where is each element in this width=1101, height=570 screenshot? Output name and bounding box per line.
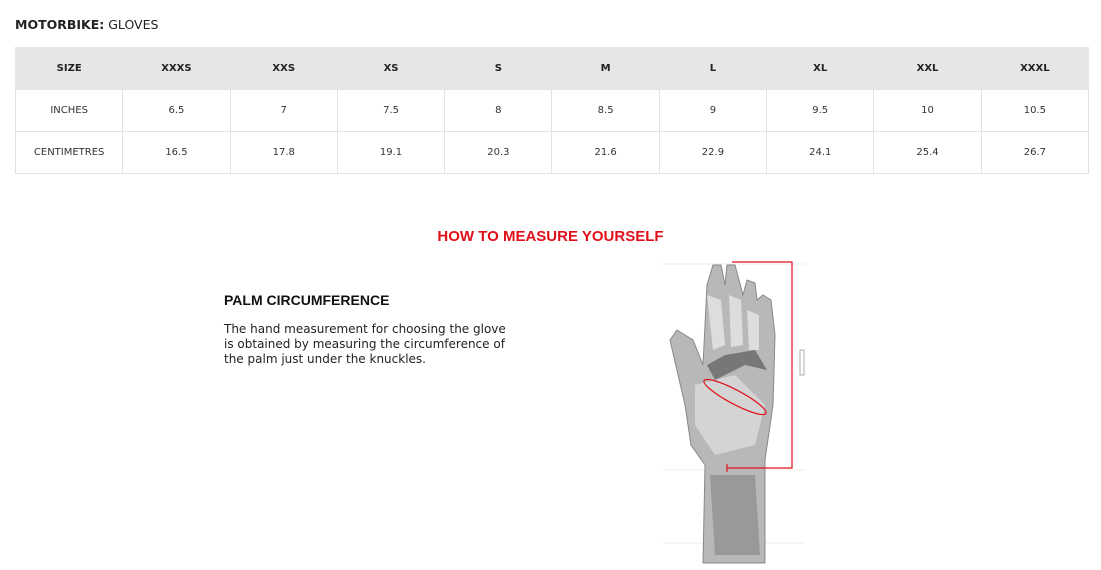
table-cell: 9 (658, 89, 768, 132)
header-cell: S (444, 47, 553, 90)
table-row: INCHES 6.5 7 7.5 8 8.5 9 9.5 10 10.5 (14, 89, 1090, 132)
table-cell: 8 (444, 89, 553, 132)
header-cell: XS (336, 47, 446, 90)
page-title: MOTORBIKE: GLOVES (15, 17, 159, 32)
measurement-lines (703, 261, 793, 472)
header-cell: XXL (873, 47, 982, 90)
table-cell: 6.5 (122, 89, 231, 132)
table-cell: 26.7 (980, 131, 1090, 174)
section-description: The hand measurement for choosing the gl… (224, 322, 506, 366)
table-header-row: SIZE XXXS XXS XS S M L XL XXL XXXL (14, 47, 1090, 90)
table-row: CENTIMETRES 16.5 17.8 19.1 20.3 21.6 22.… (14, 131, 1090, 174)
table-cell: 21.6 (551, 131, 660, 174)
ruler-icon (799, 349, 805, 376)
header-cell: XXXL (980, 47, 1090, 90)
table-cell: 19.1 (336, 131, 446, 174)
measure-heading: HOW TO MEASURE YOURSELF (437, 228, 664, 245)
header-cell: L (658, 47, 768, 90)
table-cell: 7.5 (336, 89, 446, 132)
table-cell: 25.4 (873, 131, 982, 174)
table-cell: 17.8 (229, 131, 338, 174)
row-label: INCHES (14, 89, 124, 132)
hand-icon (669, 264, 776, 564)
section-title: PALM CIRCUMFERENCE (224, 292, 390, 308)
table-cell: 24.1 (766, 131, 875, 174)
header-cell: XXXS (122, 47, 231, 90)
table-cell: 20.3 (444, 131, 553, 174)
table-cell: 7 (229, 89, 338, 132)
header-cell: M (551, 47, 660, 90)
table-cell: 9.5 (766, 89, 875, 132)
hand-measurement-illustration (663, 261, 805, 564)
table-cell: 10 (873, 89, 982, 132)
header-cell: XXS (229, 47, 338, 90)
header-cell: SIZE (14, 47, 124, 90)
table-cell: 22.9 (658, 131, 768, 174)
header-cell: XL (766, 47, 875, 90)
size-table: SIZE XXXS XXS XS S M L XL XXL XXXL INCHE… (14, 47, 1090, 174)
table-cell: 10.5 (980, 89, 1090, 132)
row-label: CENTIMETRES (14, 131, 124, 174)
table-cell: 16.5 (122, 131, 231, 174)
table-cell: 8.5 (551, 89, 660, 132)
